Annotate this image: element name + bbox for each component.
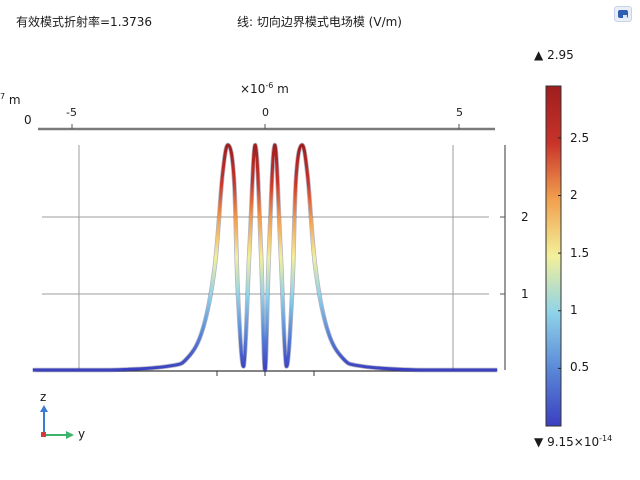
triad-y-label: y (78, 427, 86, 441)
triad-y-arrowhead (66, 431, 74, 439)
colorbar-min-label: ▼ 9.15×10-14 (534, 434, 613, 450)
colorbar-ticks (558, 137, 561, 369)
field-curve-line (32, 143, 498, 372)
clipped-axis-label: 7 m (0, 92, 21, 108)
field-curve-shadow (32, 142, 498, 373)
triad-z-label: z (40, 390, 47, 404)
colorbar-tick-label: 2.5 (570, 131, 590, 145)
right-axis-tick-label: 1 (521, 287, 529, 301)
axis-triad (40, 405, 74, 439)
top-axis-tick-label: -5 (66, 106, 77, 119)
effective-index-title: 有效模式折射率=1.3736 (16, 15, 153, 29)
colorbar (545, 85, 562, 427)
clipped-axis-zero: 0 (24, 113, 32, 127)
zoom-extents-icon (618, 10, 628, 18)
colorbar-tick-label: 2 (570, 188, 578, 202)
top-axis-tick-label: 0 (262, 106, 269, 119)
colorbar-tick-label: 0.5 (570, 360, 590, 374)
zoom-extents-button[interactable] (614, 6, 632, 22)
top-axis-tick-label: 5 (456, 106, 463, 119)
top-axis-multiplier: ×10-6 m (240, 81, 289, 97)
colorbar-tick-label: 1 (570, 303, 578, 317)
colorbar-max-label: ▲ 2.95 (534, 48, 574, 62)
colorbar-tick-label: 1.5 (570, 246, 590, 260)
mode-field-curve (32, 142, 498, 373)
triad-z-arrowhead (40, 405, 48, 412)
gridlines (42, 145, 489, 370)
triad-x-axis-marker (41, 432, 46, 437)
plot-title: 线: 切向边界模式电场模 (V/m) (237, 15, 402, 29)
right-axis-tick-label: 2 (521, 210, 529, 224)
